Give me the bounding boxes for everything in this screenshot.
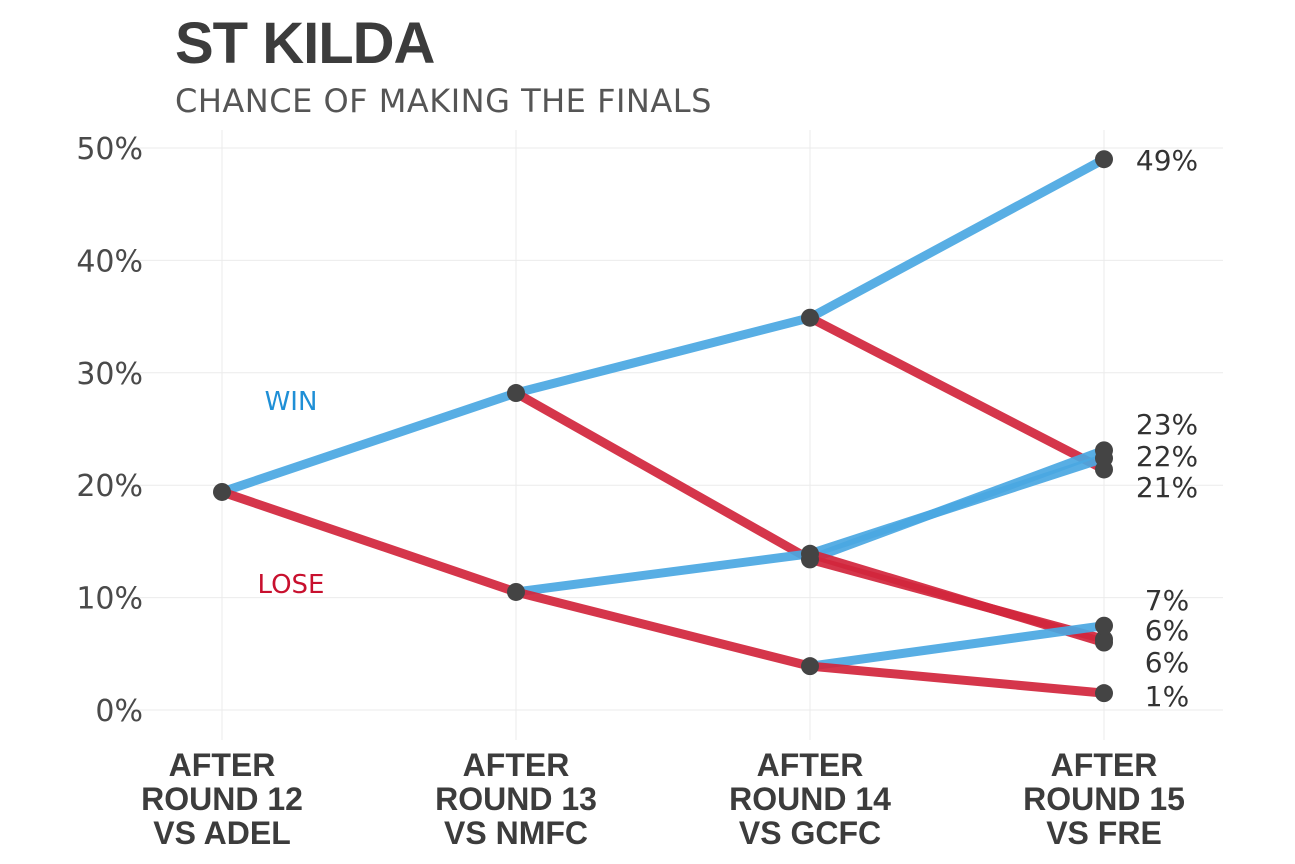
data-point [801,544,819,563]
data-point [801,657,819,676]
data-points [213,150,1113,703]
win-line [511,313,815,398]
lose-line [217,487,521,597]
series-lines [217,154,1109,698]
end-value-label: 23% [1136,408,1198,441]
series-annotation: WIN [265,387,318,417]
data-point [507,384,525,403]
win-line [805,621,1109,671]
x-tick-label-line: ROUND 15 [1023,781,1185,817]
data-point [1095,616,1113,635]
y-tick-label: 20% [76,469,143,504]
data-point [507,582,525,601]
data-point [1095,684,1113,703]
data-point [1095,633,1113,652]
end-value-label: 6% [1145,646,1189,679]
data-point [213,482,231,501]
x-tick-label-line: VS FRE [1046,815,1162,851]
end-value-label: 22% [1136,440,1198,473]
series-annotation: LOSE [258,570,325,600]
win-line [805,453,1109,559]
lose-line [511,587,815,671]
end-value-label: 49% [1136,144,1198,177]
y-tick-label: 0% [95,694,143,729]
chart-subtitle: CHANCE OF MAKING THE FINALS [175,82,712,120]
x-tick-label: AFTER ROUND 13 VS NMFC [435,747,597,851]
x-tick-label-line: AFTER [463,747,570,783]
x-tick-label: AFTER ROUND 15 VS FRE [1023,747,1185,851]
chart-title: ST KILDA [175,11,435,76]
lose-line [805,313,1109,474]
end-value-label: 7% [1145,584,1189,617]
y-axis: 0% 10% 20% 30% 40% 50% [76,132,143,729]
win-line [805,154,1109,323]
x-tick-label: AFTER ROUND 14 VS GCFC [729,747,891,851]
data-point [1095,460,1113,479]
data-point [801,308,819,327]
lose-line [511,388,815,564]
x-tick-label-line: ROUND 14 [729,781,891,817]
data-point [1095,150,1113,169]
lose-line [805,549,1109,648]
end-value-label: 6% [1145,614,1189,647]
x-tick-label-line: AFTER [1051,747,1158,783]
lose-line [805,661,1109,698]
y-tick-label: 50% [76,132,143,167]
end-value-label: 1% [1145,680,1189,713]
x-tick-label: AFTER ROUND 12 VS ADEL [141,747,303,851]
x-tick-label-line: VS ADEL [153,815,291,851]
y-tick-label: 10% [76,582,143,617]
x-tick-label-line: AFTER [757,747,864,783]
win-line [511,549,815,597]
win-line [217,388,521,497]
x-tick-label-line: ROUND 13 [435,781,597,817]
x-tick-label-line: AFTER [169,747,276,783]
end-value-label: 21% [1136,471,1198,504]
x-tick-label-line: VS GCFC [739,815,881,851]
x-tick-label-line: VS NMFC [444,815,588,851]
grid-lines [128,130,1223,740]
y-tick-label: 30% [76,357,143,392]
x-tick-label-line: ROUND 12 [141,781,303,817]
y-tick-label: 40% [76,244,143,279]
end-value-labels: 49%23%22%21%7%6%6%1% [1136,144,1198,713]
annotations: WIN LOSE [258,387,325,600]
